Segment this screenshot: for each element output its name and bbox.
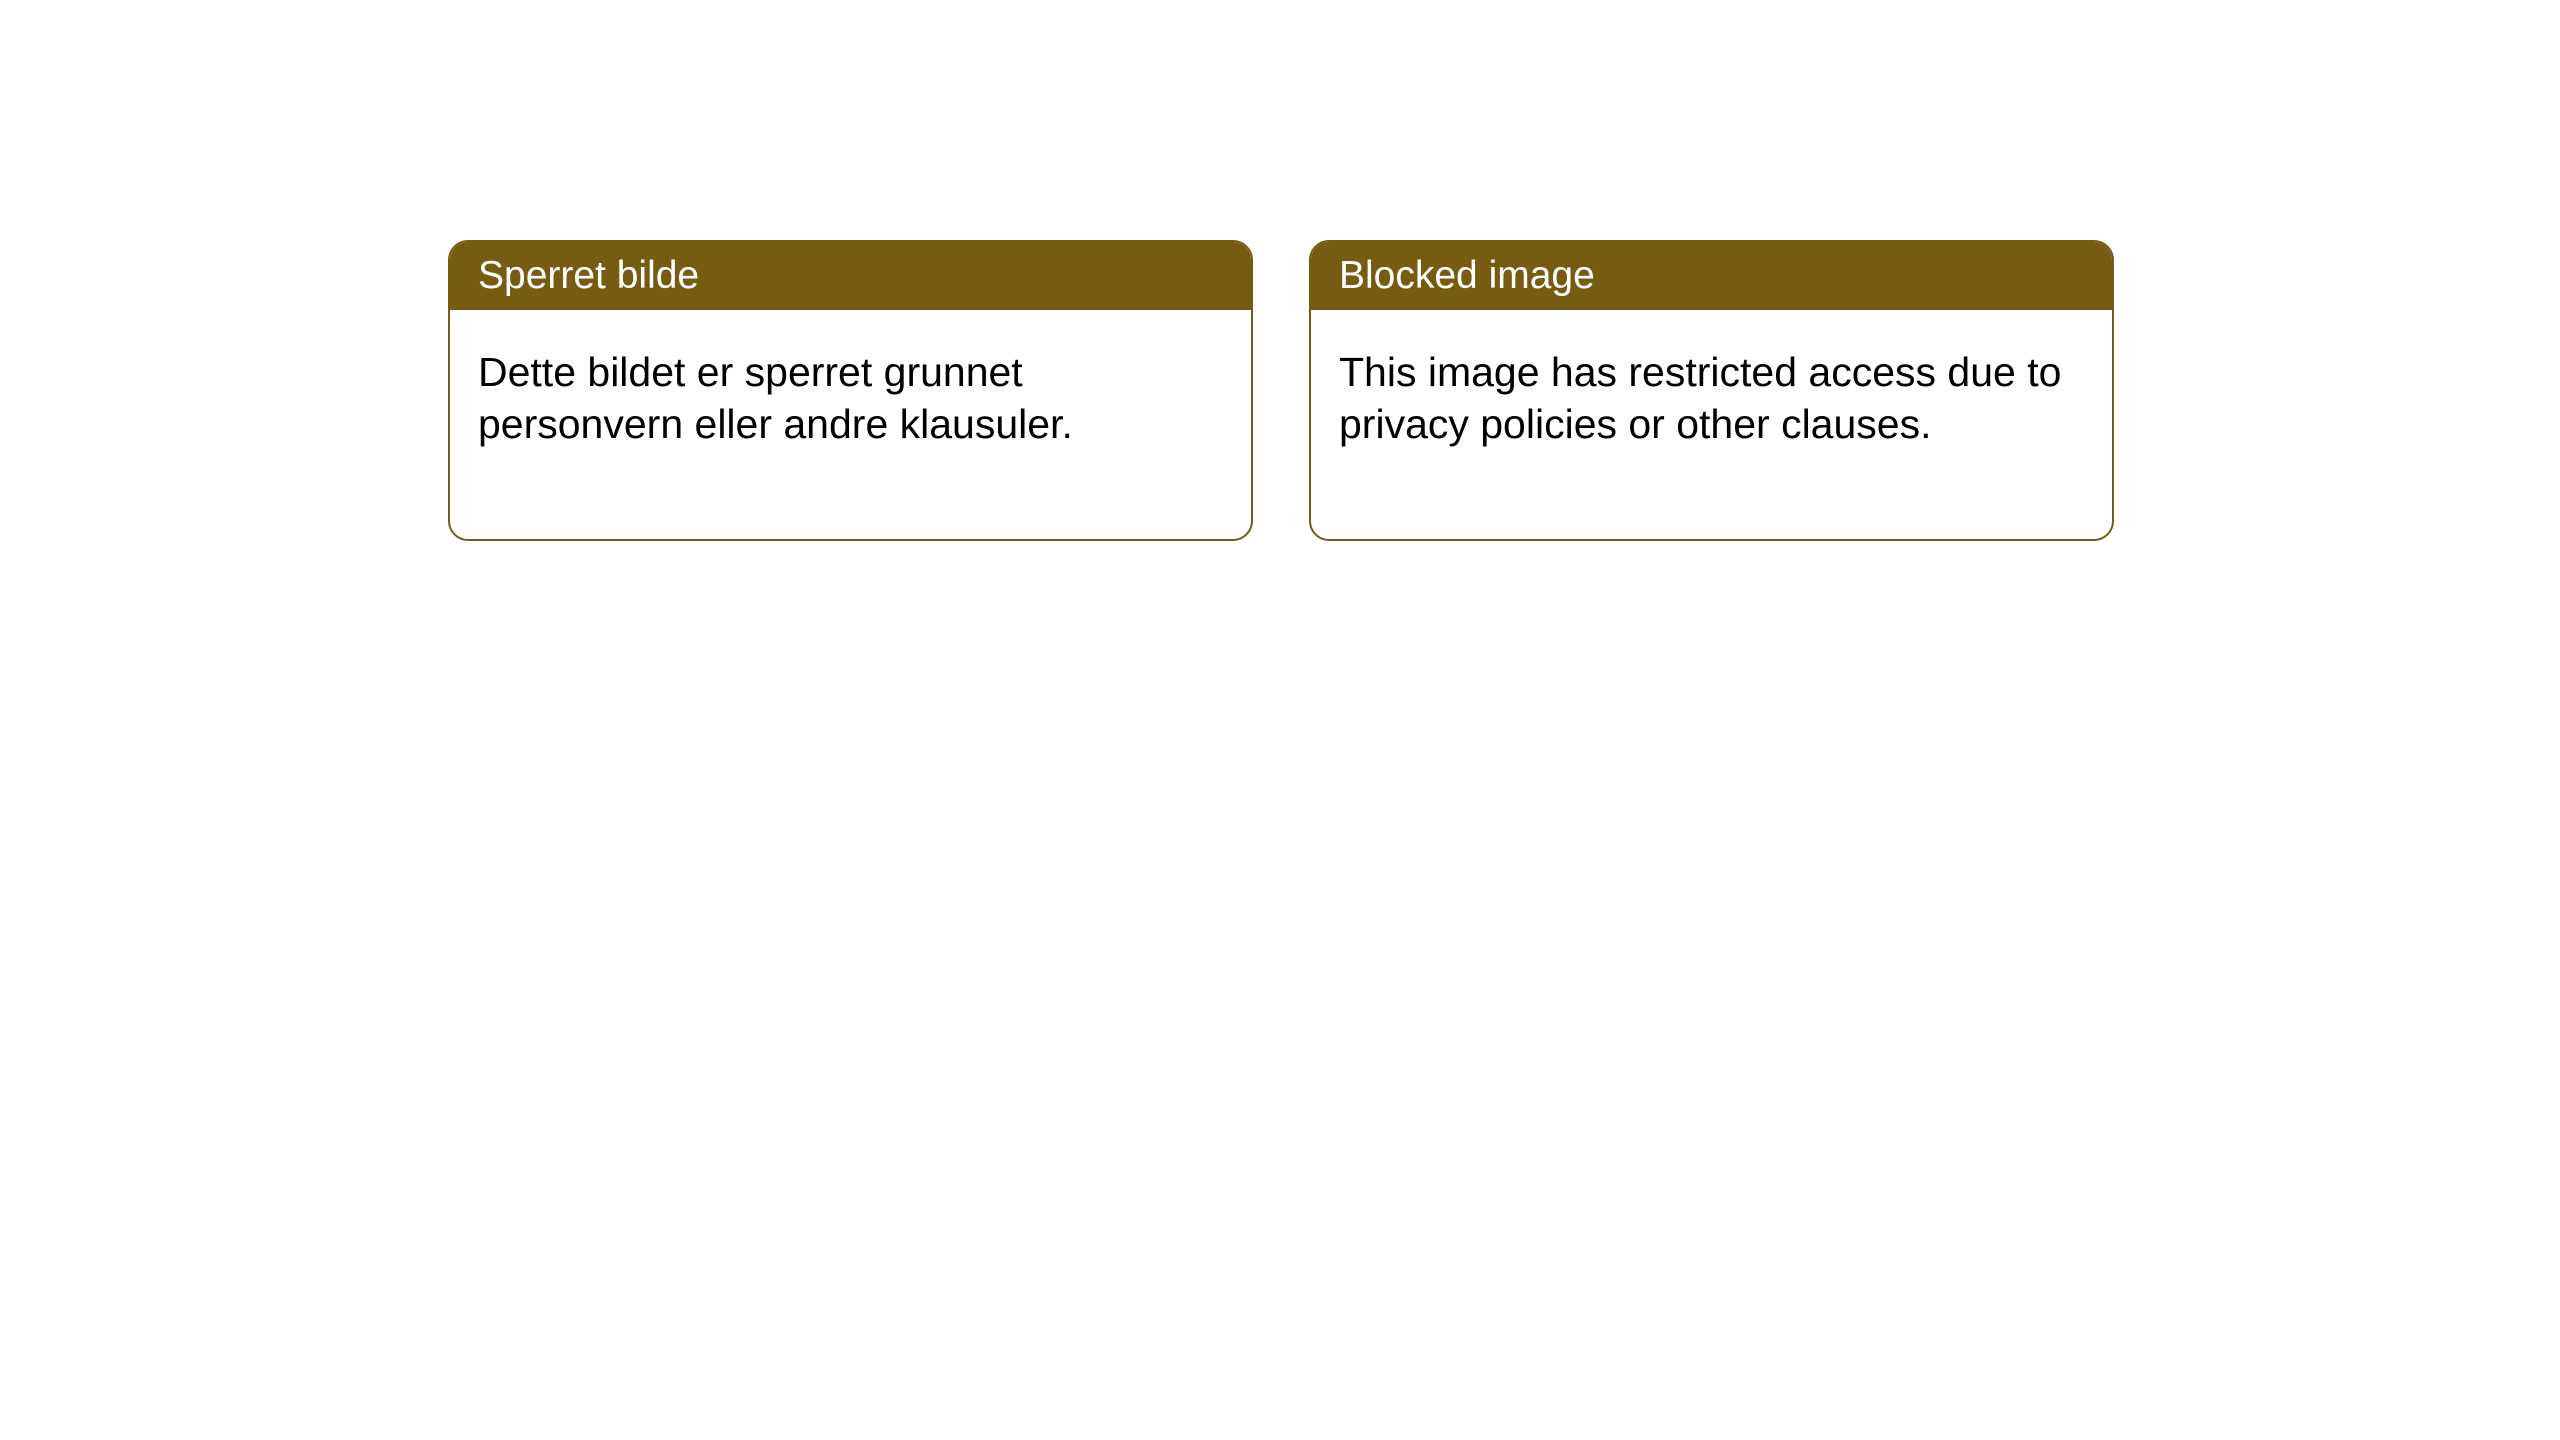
card-header-english: Blocked image: [1311, 242, 2112, 310]
card-norwegian: Sperret bilde Dette bildet er sperret gr…: [448, 240, 1253, 541]
card-body-norwegian: Dette bildet er sperret grunnet personve…: [450, 310, 1251, 539]
card-english: Blocked image This image has restricted …: [1309, 240, 2114, 541]
card-body-english: This image has restricted access due to …: [1311, 310, 2112, 539]
cards-container: Sperret bilde Dette bildet er sperret gr…: [0, 0, 2560, 541]
card-header-norwegian: Sperret bilde: [450, 242, 1251, 310]
